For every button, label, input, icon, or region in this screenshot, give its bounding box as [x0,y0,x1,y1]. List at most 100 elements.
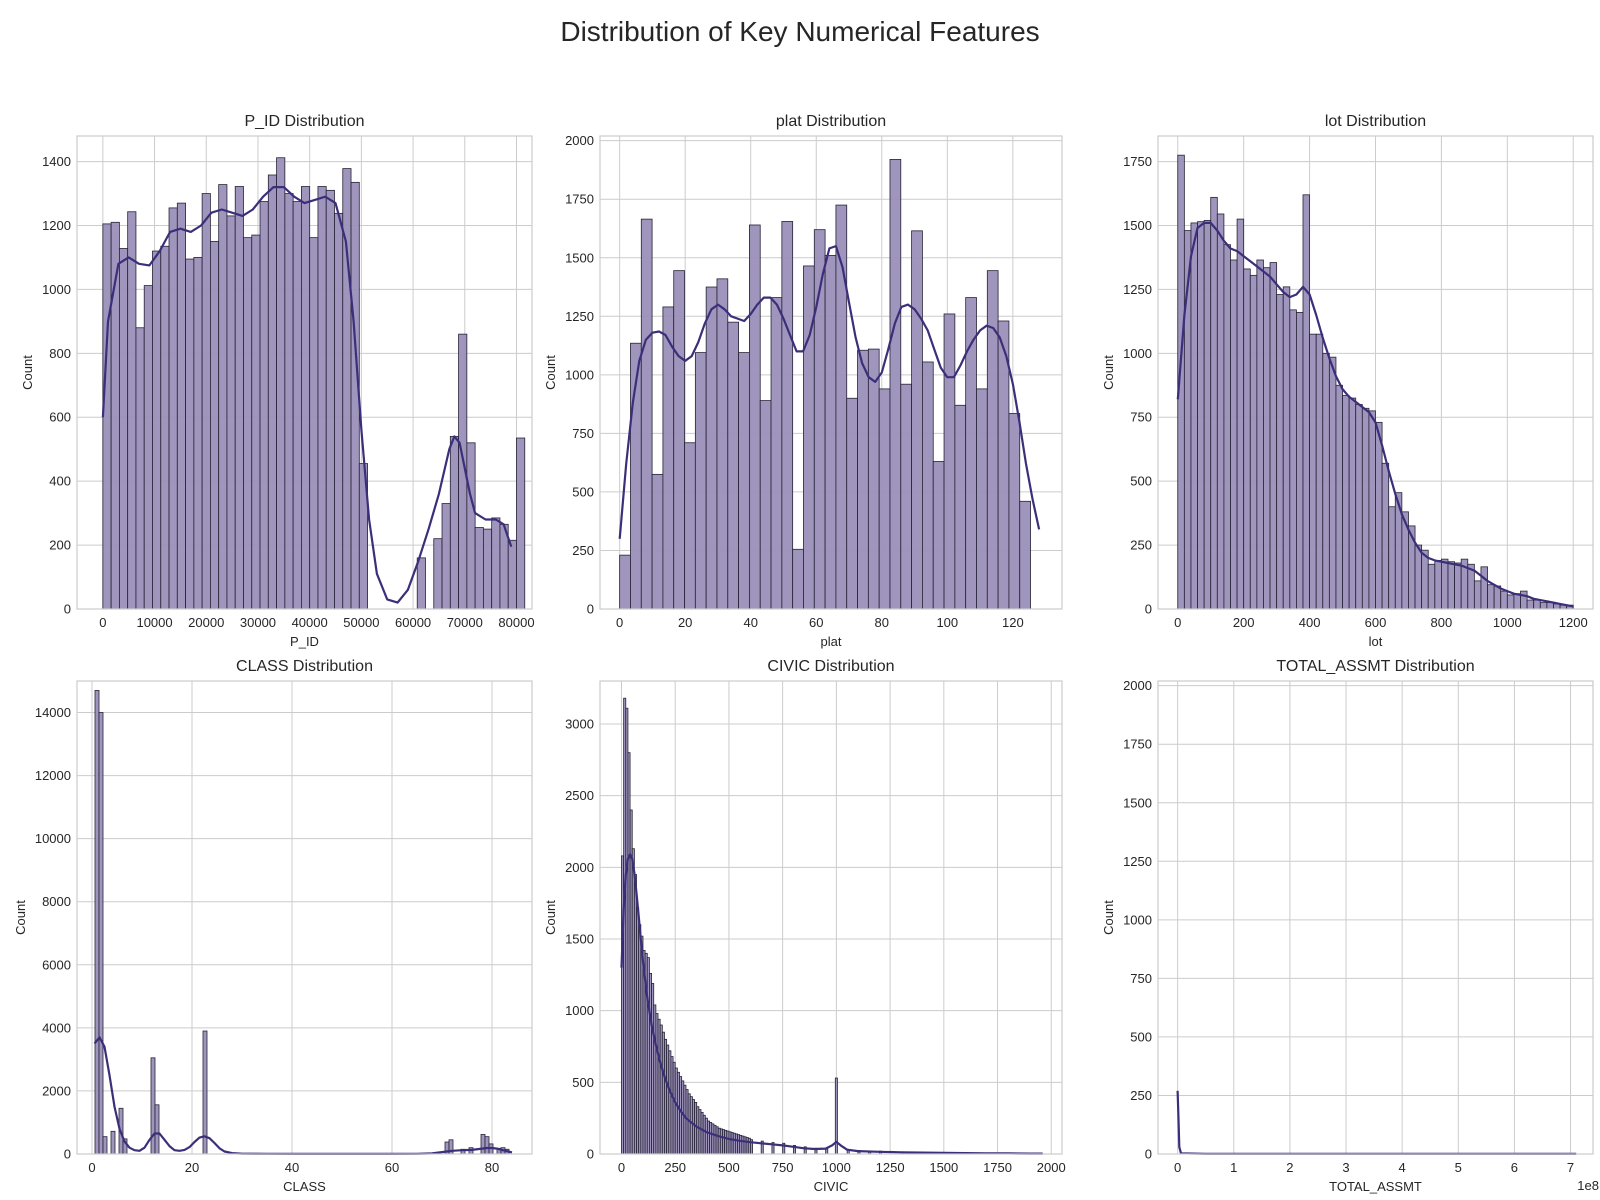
histogram-bar [792,548,804,610]
histogram-bar [1342,395,1350,610]
histogram-bar [1421,549,1429,610]
y-axis-label: Count [13,900,28,935]
x-tick-label: 400 [1299,615,1321,630]
histogram-bar [727,321,739,610]
histogram-bar [1203,219,1212,610]
y-tick-label: 750 [1130,971,1152,986]
histogram-bar [1500,590,1508,610]
y-axis-label: Count [543,355,558,390]
histogram-bar [218,184,228,610]
x-tick-label: 1500 [929,1160,958,1175]
histogram-bar [1546,602,1554,610]
y-tick-label: 1500 [565,932,594,947]
histogram-bar [317,186,327,610]
histogram-bar [1434,560,1442,610]
histogram-bar [507,539,517,610]
chart-title: CLASS Distribution [236,658,373,675]
y-tick-label: 1750 [565,192,594,207]
chart-title: plat Distribution [776,113,886,130]
y-tick-label: 500 [572,1075,594,1090]
histogram-bar [482,528,493,610]
histogram-bar [480,1134,486,1155]
x-tick-label: 40000 [292,615,328,630]
x-axis-label: TOTAL_ASSMT [1329,1179,1422,1194]
histogram-bar [251,234,261,610]
x-offset-label: 1e8 [1577,1178,1599,1193]
histogram-bar [118,248,129,610]
histogram-bar [135,327,145,610]
histogram-bar [857,349,869,610]
histogram-bar [1315,333,1324,610]
chart-title: P_ID Distribution [244,113,364,130]
histogram-bar [449,436,459,610]
x-axis-label: CIVIC [814,1179,849,1194]
chart-title: CIVIC Distribution [767,658,894,675]
histogram-bar [759,400,772,610]
x-tick-label: 1200 [1559,615,1588,630]
x-axis-label: P_ID [290,634,319,649]
y-tick-label: 1500 [1123,795,1152,810]
x-tick-label: 750 [772,1160,794,1175]
y-tick-label: 500 [572,484,594,499]
axes-frame [1157,135,1594,610]
histogram-bar [209,241,220,610]
histogram-bar [152,250,162,610]
histogram-bar [878,388,891,610]
histogram-bar [1243,268,1251,610]
histogram-bar [1328,356,1337,610]
histogram-bar [1513,593,1521,610]
histogram-bar [1506,594,1515,610]
histogram-bar [416,557,426,610]
histogram-bar [110,1130,116,1155]
x-tick-label: 40 [285,1160,299,1175]
x-tick-label: 7 [1567,1160,1574,1175]
x-tick-label: 20 [185,1160,199,1175]
histogram-bar [824,255,837,610]
histogram-bar [300,186,311,610]
histogram-bar [1381,462,1390,610]
x-tick-label: 250 [664,1160,686,1175]
x-tick-label: 40 [743,615,757,630]
histogram-bar [1210,196,1218,610]
x-axis-label: CLASS [283,1179,326,1194]
y-tick-label: 1250 [1123,854,1152,869]
y-tick-label: 1000 [565,367,594,382]
y-tick-label: 600 [49,410,71,425]
x-tick-label: 10000 [136,615,172,630]
y-tick-label: 1000 [42,282,71,297]
histogram-bar [684,442,696,610]
histogram-bar [243,237,253,610]
x-tick-label: 4 [1399,1160,1406,1175]
histogram-bar [1375,421,1383,610]
histogram-bar [943,313,956,610]
histogram-bar [1008,413,1021,610]
histogram-bar [1493,585,1502,610]
x-tick-label: 30000 [240,615,276,630]
panel-0: 0 10000 20000 30000 40000 50000 60000 70000 8000… [20,113,535,649]
histogram-bar [803,265,815,610]
y-tick-label: 400 [49,474,71,489]
chart-title: lot Distribution [1325,113,1426,130]
histogram-bar [1197,221,1205,610]
x-tick-label: 0 [88,1160,95,1175]
y-tick-label: 1750 [1123,154,1152,169]
x-tick-label: 5 [1455,1160,1462,1175]
histogram-bar [846,397,858,610]
histogram-bar [334,212,344,610]
histogram-bar [781,221,794,610]
histogram-bar [673,270,685,610]
histogram-bar [619,554,631,610]
histogram-bar [267,174,277,610]
histogram-bar [176,202,186,610]
x-tick-label: 1250 [876,1160,905,1175]
x-tick-label: 1750 [983,1160,1012,1175]
histogram-bar [1190,222,1198,610]
x-tick-label: 800 [1431,615,1453,630]
y-tick-label: 1400 [42,154,71,169]
y-tick-label: 2000 [42,1083,71,1098]
x-axis-label: lot [1369,634,1383,649]
histogram-bar [694,352,707,610]
kde-line [620,853,1043,1155]
